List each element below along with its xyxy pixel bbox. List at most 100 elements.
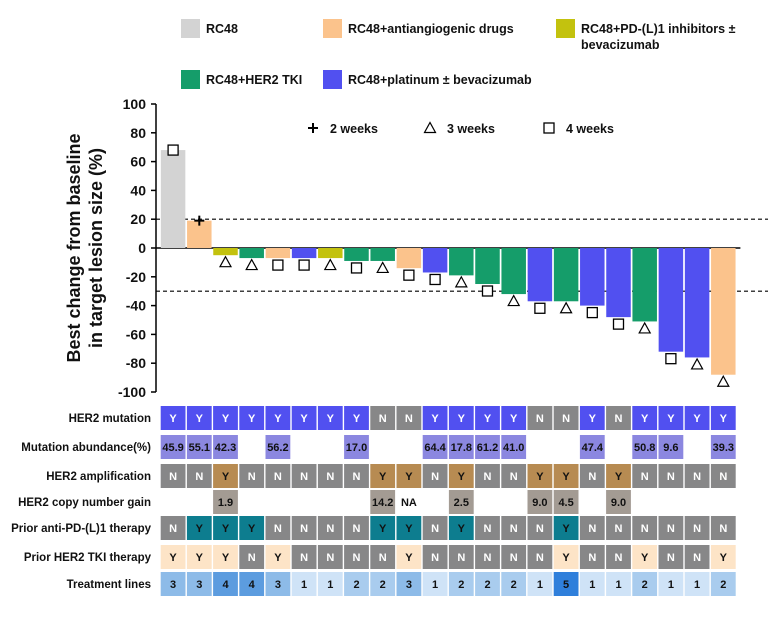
bar-marker-square-icon	[586, 306, 598, 319]
table-cell	[160, 572, 186, 596]
table-cell-value: 14.2	[372, 497, 393, 509]
table-cell-value: 3	[196, 579, 202, 591]
table-cell-value: 41.0	[503, 442, 524, 454]
table-cell	[344, 516, 369, 540]
table-cell-value: N	[615, 552, 623, 564]
y-axis-title: Best change from baseline in target lesio…	[64, 133, 106, 362]
table-cell	[527, 490, 553, 514]
y-axis-title-line: in target lesion size (%)	[86, 148, 106, 348]
table-cell	[527, 406, 553, 430]
table-cell	[658, 406, 684, 430]
table-cell	[422, 435, 448, 459]
table-cell-value: N	[510, 552, 518, 564]
table-cell	[606, 516, 631, 540]
table-cell	[186, 464, 212, 488]
table-cell	[291, 464, 317, 488]
table-cell	[632, 406, 658, 430]
table-cell-value: N	[431, 552, 439, 564]
table-cell	[344, 464, 369, 488]
table-cell	[213, 435, 238, 459]
bar-marker-square-icon	[481, 285, 494, 297]
table-cell-value: Y	[196, 523, 204, 535]
table-cell-value: Y	[641, 552, 649, 564]
table-cell-value: 17.8	[451, 442, 472, 454]
y-tick-label: 20	[130, 211, 146, 227]
marker-legend-square-icon	[543, 122, 555, 134]
table-cell	[475, 545, 500, 569]
marker-legend-label: 3 weeks	[447, 122, 495, 136]
table-cell	[186, 406, 212, 430]
table-cell	[579, 435, 605, 459]
table-cell-value: N	[510, 523, 518, 535]
table-cell-value: 1	[615, 579, 621, 591]
table-cell	[475, 572, 500, 596]
marker-legend-triangle-icon	[423, 121, 437, 134]
table-cell	[658, 464, 684, 488]
table-cell	[684, 406, 710, 430]
table-cell	[396, 464, 422, 488]
marker-legend-plus-icon	[308, 123, 318, 133]
table-cell	[422, 545, 448, 569]
table-cell	[186, 572, 212, 596]
y-tick-label: 80	[130, 125, 146, 141]
table-cell-value: N	[169, 523, 177, 535]
table-cell-value: N	[484, 471, 492, 483]
table-cell	[448, 516, 474, 540]
table-cell-value: N	[588, 471, 596, 483]
table-cell-value: Y	[169, 552, 177, 564]
bar-marker-plus-icon	[194, 215, 205, 226]
table-cell-value: N	[667, 552, 675, 564]
table-cell-value: 45.9	[162, 442, 183, 454]
table-cell-value: Y	[615, 471, 623, 483]
table-cell	[710, 516, 736, 540]
bar-marker-square-icon	[298, 259, 310, 271]
table-cell-value: Y	[379, 471, 387, 483]
table-cell-value: Y	[222, 413, 230, 425]
table-cell-value: 56.2	[267, 442, 288, 454]
table-cell-value: N	[484, 523, 492, 535]
table-cell	[553, 464, 579, 488]
bar	[396, 248, 422, 269]
table-cell-value: Y	[562, 523, 570, 535]
marker-legend-label: 4 weeks	[566, 122, 614, 136]
bar	[449, 248, 474, 276]
table-cell	[475, 516, 500, 540]
table-cell-value: N	[667, 471, 675, 483]
bar	[475, 248, 500, 284]
marker-legend-label: 2 weeks	[330, 122, 378, 136]
table-cell-value: 61.2	[477, 442, 498, 454]
table-cell-value: Y	[300, 413, 308, 425]
table-cell-value: 47.4	[582, 442, 604, 454]
table-cell-value: N	[615, 413, 623, 425]
table-cell	[239, 464, 265, 488]
table-cell	[396, 406, 422, 430]
table-cell	[606, 490, 631, 514]
legend-label-rc48: RC48	[206, 22, 238, 36]
table-cell-value: N	[195, 471, 203, 483]
table-cell-value: N	[588, 552, 596, 564]
table-cell-value: N	[457, 552, 465, 564]
table-cell	[527, 516, 553, 540]
table-cell	[501, 435, 527, 459]
table-cell	[632, 464, 658, 488]
table-cell-value: Y	[693, 413, 701, 425]
y-tick-label: -20	[126, 269, 146, 285]
bar	[527, 248, 553, 302]
y-tick-label: 40	[130, 182, 146, 198]
table-row-label: Treatment lines	[67, 579, 151, 591]
table-cell	[632, 572, 658, 596]
table-cell	[291, 545, 317, 569]
table-cell-value: 2	[511, 579, 517, 591]
table-cell	[186, 545, 212, 569]
table-cell-value: 55.1	[189, 442, 210, 454]
bar-marker-triangle-icon	[245, 258, 259, 271]
table-cell	[213, 490, 238, 514]
table-cell-value: 2	[458, 579, 464, 591]
table-cell-value: Y	[458, 413, 466, 425]
bar-marker-square-icon	[429, 273, 441, 286]
bar	[580, 248, 605, 306]
table-cell	[658, 572, 684, 596]
table-cell	[160, 464, 186, 488]
table-cell-value: N	[353, 552, 361, 564]
table-cell	[606, 464, 631, 488]
